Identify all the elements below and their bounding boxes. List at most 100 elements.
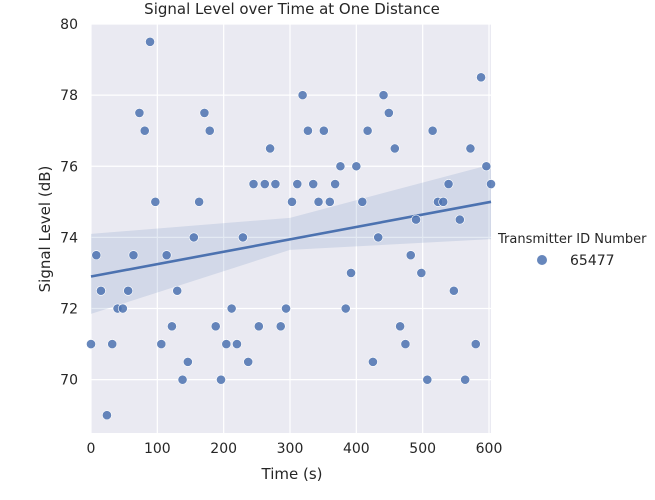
data-points — [86, 36, 496, 421]
x-tick-label: 300 — [277, 441, 304, 457]
x-tick-label: 500 — [409, 441, 436, 457]
scatter-point — [238, 232, 248, 243]
scatter-point — [400, 339, 411, 349]
scatter-point — [123, 285, 134, 296]
scatter-point — [216, 374, 226, 385]
scatter-point — [86, 339, 96, 349]
scatter-point — [281, 303, 291, 314]
scatter-point — [373, 232, 384, 243]
scatter-point — [221, 339, 232, 349]
scatter-point — [259, 179, 270, 189]
legend-title: Transmitter ID Number — [497, 232, 647, 247]
scatter-point — [188, 232, 199, 243]
scatter-point — [422, 374, 433, 385]
scatter-point — [411, 214, 421, 225]
scatter-point — [292, 179, 303, 189]
scatter-point — [383, 108, 394, 118]
scatter-point — [107, 339, 118, 349]
scatter-point — [313, 196, 324, 207]
legend: Transmitter ID Number 65477 — [497, 232, 647, 269]
scatter-point — [481, 161, 492, 172]
y-tick-label: 70 — [60, 373, 78, 389]
scatter-point — [265, 143, 276, 154]
scatter-point — [210, 321, 221, 332]
y-tick-labels: 70 72 74 76 78 80 — [60, 17, 78, 389]
scatter-point — [368, 356, 378, 367]
chart-title: Signal Level over Time at One Distance — [144, 0, 440, 18]
scatter-point — [378, 90, 389, 101]
scatter-point — [128, 250, 139, 261]
y-tick-label: 78 — [60, 88, 78, 104]
scatter-point — [102, 410, 112, 421]
scatter-point — [270, 179, 281, 189]
scatter-point — [134, 108, 145, 118]
scatter-point — [486, 179, 496, 189]
y-axis-label: Signal Level (dB) — [36, 166, 54, 293]
scatter-point — [427, 125, 438, 136]
legend-label-65477: 65477 — [570, 253, 615, 269]
y-tick-label: 80 — [60, 17, 78, 33]
scatter-point — [438, 196, 449, 207]
scatter-point — [460, 374, 471, 385]
scatter-point — [476, 72, 486, 83]
scatter-point — [405, 250, 416, 261]
scatter-point — [416, 268, 427, 278]
scatter-point — [167, 321, 177, 332]
scatter-point — [177, 374, 188, 385]
x-tick-label: 200 — [210, 441, 237, 457]
scatter-point — [297, 90, 308, 101]
y-tick-label: 76 — [60, 159, 78, 175]
scatter-point — [161, 250, 172, 261]
regression-line — [90, 200, 492, 278]
x-tick-label: 400 — [343, 441, 370, 457]
x-axis-label: Time (s) — [261, 465, 323, 483]
scatter-point — [351, 161, 362, 172]
x-tick-label: 0 — [87, 441, 96, 457]
grid-lines — [90, 23, 491, 433]
scatter-point — [395, 321, 406, 332]
scatter-point — [470, 339, 481, 349]
scatter-point — [248, 179, 259, 189]
scatter-point — [362, 125, 373, 136]
scatter-point — [389, 143, 400, 154]
scatter-point — [172, 285, 183, 296]
scatter-point — [324, 196, 335, 207]
x-tick-label: 100 — [144, 441, 171, 457]
scatter-point — [303, 125, 313, 136]
scatter-point — [335, 161, 346, 172]
scatter-point — [117, 303, 128, 314]
y-tick-label: 74 — [60, 230, 78, 246]
scatter-point — [150, 196, 161, 207]
scatter-point — [287, 196, 297, 207]
scatter-point — [346, 268, 356, 278]
scatter-point — [204, 125, 215, 136]
scatter-point — [318, 125, 329, 136]
scatter-point — [253, 321, 264, 332]
scatter-point — [194, 196, 205, 207]
scatter-point — [139, 125, 150, 136]
scatter-point — [96, 285, 106, 296]
scatter-point — [145, 36, 155, 47]
scatter-point — [465, 143, 476, 154]
scatter-point — [156, 339, 167, 349]
scatter-point — [340, 303, 351, 314]
scatter-point — [182, 356, 193, 367]
scatter-point — [454, 214, 465, 225]
scatter-point — [199, 108, 210, 118]
x-tick-labels: 0 100 200 300 400 500 600 — [87, 441, 503, 457]
scatter-point — [448, 285, 459, 296]
scatter-point — [243, 356, 254, 367]
scatter-point — [91, 250, 102, 261]
scatter-point — [232, 339, 242, 349]
scatter-point — [443, 179, 454, 189]
scatter-point — [226, 303, 237, 314]
scatter-point — [357, 196, 368, 207]
y-tick-label: 72 — [60, 302, 78, 318]
legend-marker-65477 — [537, 255, 547, 265]
regression-line-layer — [90, 200, 492, 278]
x-tick-label: 600 — [476, 441, 503, 457]
scatter-point — [330, 179, 341, 189]
scatter-point — [308, 179, 319, 189]
scatter-point — [275, 321, 286, 332]
